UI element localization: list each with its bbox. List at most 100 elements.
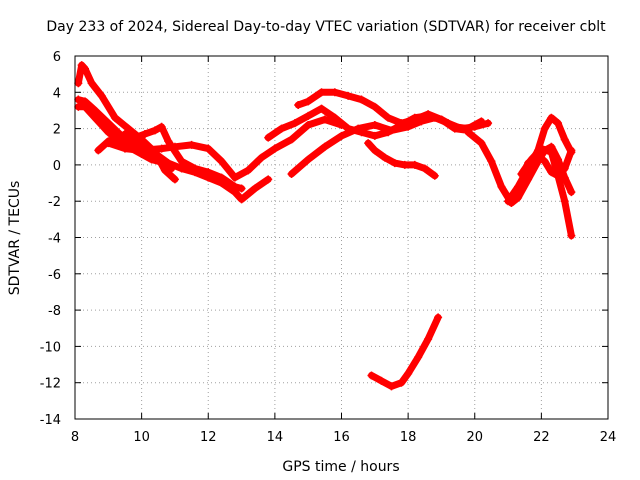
data-point-arc-13: [554, 119, 563, 128]
data-point-arc-10: [400, 160, 409, 169]
data-point-arc-12: [567, 188, 576, 197]
data-point-arc-14: [567, 231, 576, 240]
data-point-arc-5: [157, 144, 166, 153]
data-point-arc-11: [404, 369, 413, 378]
x-tick-label: 8: [71, 430, 79, 445]
data-point-arc-4: [177, 164, 186, 173]
data-point-arc-7: [317, 104, 326, 113]
data-point-arc-4: [264, 175, 273, 184]
series-marker-trail-arc-11: [370, 315, 440, 388]
series-marker-trail-arc-13: [506, 116, 573, 203]
data-point-arc-6: [120, 130, 129, 139]
data-point-arc-1: [87, 79, 96, 88]
data-point-arc-4: [94, 146, 103, 155]
data-point-arc-10: [364, 139, 373, 148]
data-point-arc-11: [367, 371, 376, 380]
data-point-arc-4: [250, 184, 259, 193]
data-point-arc-1: [160, 166, 169, 175]
series-layer: [74, 61, 576, 391]
data-point-arc-7: [277, 124, 286, 133]
data-point-arc-4: [164, 159, 173, 168]
data-point-arc-8: [330, 88, 339, 97]
data-point-arc-5: [104, 139, 113, 148]
x-tick-label: 14: [267, 430, 284, 445]
data-point-arc-9: [354, 124, 363, 133]
data-point-arc-5: [304, 120, 313, 129]
data-point-arc-10: [390, 159, 399, 168]
data-point-arc-7: [370, 131, 379, 140]
data-point-arc-15: [554, 171, 563, 180]
data-point-arc-11: [414, 353, 423, 362]
data-point-arc-2: [104, 119, 113, 128]
data-point-arc-6: [130, 133, 139, 142]
data-point-arc-6: [140, 130, 149, 139]
data-point-arc-6: [177, 157, 186, 166]
y-axis-title: SDTVAR / TECUs: [7, 181, 23, 296]
data-point-arc-4: [237, 195, 246, 204]
y-tick-label: 6: [53, 50, 61, 65]
data-point-arc-9: [430, 113, 439, 122]
y-tick-label: -2: [48, 195, 61, 210]
y-tick-label: 2: [53, 123, 61, 138]
data-point-arc-1: [74, 79, 83, 88]
data-point-arc-9: [457, 124, 466, 133]
data-point-arc-6: [150, 126, 159, 135]
data-point-arc-12: [514, 193, 523, 202]
data-point-arc-15: [540, 157, 549, 166]
data-point-arc-5: [287, 135, 296, 144]
data-point-arc-3: [90, 113, 99, 122]
x-tick-label: 10: [133, 430, 150, 445]
data-point-arc-11: [424, 335, 433, 344]
data-point-arc-9: [287, 169, 296, 178]
data-point-arc-5: [257, 153, 266, 162]
data-point-arc-6: [230, 182, 239, 191]
data-point-arc-1: [170, 175, 179, 184]
data-point-arc-6: [157, 122, 166, 131]
x-axis-title: GPS time / hours: [282, 459, 399, 475]
data-point-arc-8: [370, 102, 379, 111]
data-point-arc-3: [80, 102, 89, 111]
data-point-arc-14: [517, 169, 526, 178]
series-line-arc-11: [368, 313, 442, 390]
data-point-arc-5: [204, 144, 213, 153]
series-marker-trail-arc-9: [290, 116, 490, 176]
chart-title: Day 233 of 2024, Sidereal Day-to-day VTE…: [46, 19, 606, 35]
series-marker-trail-arc-5: [106, 118, 343, 180]
x-tick-label: 16: [333, 430, 350, 445]
data-point-arc-6: [164, 137, 173, 146]
data-point-arc-9: [304, 155, 313, 164]
data-point-arc-6: [190, 164, 199, 173]
data-point-arc-5: [320, 115, 329, 124]
data-point-arc-13: [547, 113, 556, 122]
data-point-arc-11: [387, 382, 396, 391]
y-tick-label: -10: [40, 340, 61, 355]
data-point-arc-8: [384, 113, 393, 122]
data-point-arc-15: [534, 151, 543, 160]
data-point-arc-10: [370, 146, 379, 155]
data-point-arc-12: [464, 128, 473, 137]
data-point-arc-5: [187, 140, 196, 149]
data-point-arc-5: [120, 144, 129, 153]
data-point-arc-15: [567, 146, 576, 155]
data-point-arc-5: [137, 146, 146, 155]
data-point-arc-7: [290, 119, 299, 128]
series-marker-trail-arc-2: [76, 98, 174, 170]
series-marker-trail-arc-10: [366, 141, 437, 178]
data-point-arc-8: [344, 91, 353, 100]
data-point-arc-7: [330, 113, 339, 122]
data-point-arc-9: [320, 142, 329, 151]
series-marker-trail-arc-3: [76, 105, 167, 165]
data-point-arc-12: [487, 157, 496, 166]
data-point-arc-5: [244, 166, 253, 175]
data-point-arc-12: [497, 182, 506, 191]
data-point-arc-9: [370, 120, 379, 129]
data-point-arc-9: [484, 119, 493, 128]
x-tick-label: 24: [600, 430, 617, 445]
data-point-arc-8: [294, 101, 303, 110]
data-point-arc-6: [204, 168, 213, 177]
x-tick-label: 18: [400, 430, 417, 445]
y-tick-label: -4: [48, 232, 61, 247]
data-point-arc-5: [270, 144, 279, 153]
